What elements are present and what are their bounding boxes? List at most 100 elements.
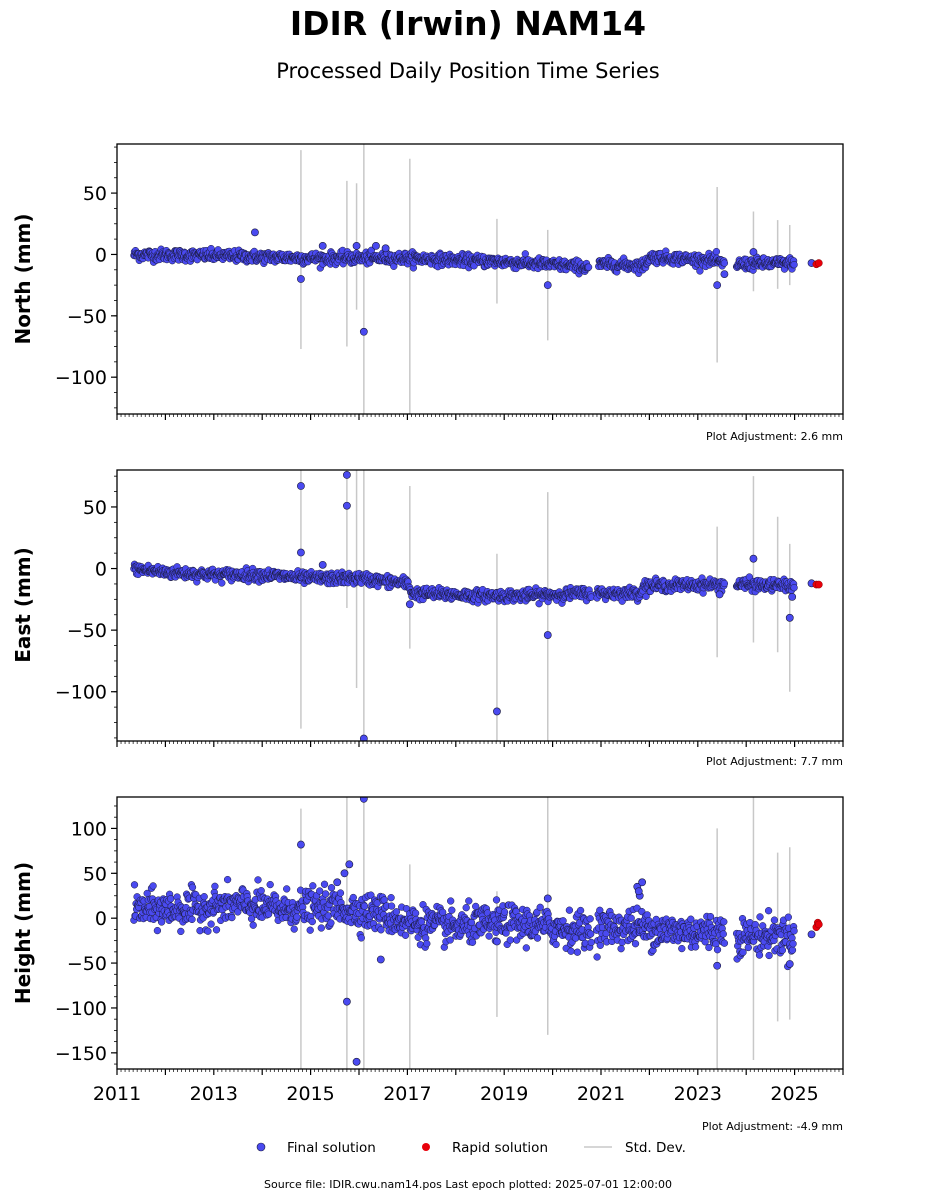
height-final-point	[506, 936, 514, 944]
height-final-point	[423, 940, 431, 948]
north-plot-area	[130, 144, 823, 414]
height-final-point	[739, 948, 747, 956]
height-final-point	[744, 943, 752, 952]
height-final-point	[387, 902, 396, 910]
height-final-point	[249, 921, 257, 929]
height-final-point	[627, 914, 635, 922]
height-final-point	[167, 895, 175, 903]
height-xtick-label: 2015	[286, 1083, 334, 1105]
height-final-point	[593, 953, 601, 961]
height-final-point	[153, 926, 162, 935]
height-rapid-point	[814, 920, 823, 929]
height-final-point	[387, 894, 395, 902]
height-final-point	[293, 913, 301, 921]
north-ytick-label: −100	[55, 367, 107, 389]
height-panel: 100 50 0 −50 −100 −150 2011 2013 2015 2017 2019 202…	[11, 796, 844, 1133]
height-final-point	[401, 931, 410, 939]
height-outlier-point	[713, 961, 722, 970]
north-final-point	[584, 263, 593, 271]
east-ytick-label: −100	[55, 682, 107, 704]
height-xtick-label: 2011	[93, 1083, 141, 1105]
legend-final-marker	[256, 1142, 266, 1152]
north-outlier-point	[713, 281, 722, 290]
height-outlier-point	[359, 797, 368, 803]
north-outlier-point	[318, 241, 327, 250]
height-final-point	[448, 906, 456, 914]
height-outlier-point	[352, 1057, 361, 1066]
height-final-point	[392, 908, 401, 916]
height-ytick-label: 0	[95, 908, 107, 930]
height-final-point	[283, 885, 291, 893]
height-final-point	[778, 946, 787, 954]
height-final-point	[596, 941, 604, 949]
height-final-point	[266, 880, 274, 889]
height-final-point	[765, 951, 773, 960]
height-final-point	[573, 948, 582, 956]
height-final-point	[327, 919, 335, 927]
height-final-point	[316, 887, 324, 895]
height-final-point	[290, 925, 298, 933]
legend-rapid-label: Rapid solution	[452, 1140, 548, 1156]
height-final-point	[317, 924, 325, 932]
north-final-point	[521, 250, 529, 258]
height-xtick-label: 2023	[674, 1083, 722, 1105]
height-outlier-point	[333, 878, 342, 887]
height-ytick-label: 100	[71, 818, 107, 840]
height-plot-adjustment: Plot Adjustment: -4.9 mm	[702, 1120, 843, 1133]
height-final-point	[228, 913, 236, 922]
legend-std-label: Std. Dev.	[625, 1140, 686, 1156]
height-final-point	[349, 893, 357, 902]
height-outlier-point	[634, 887, 643, 896]
height-xtick-label: 2017	[383, 1083, 431, 1105]
east-rapid-point	[814, 580, 823, 589]
east-outlier-point	[318, 560, 327, 569]
height-final-point	[755, 951, 764, 959]
height-final-point	[447, 897, 455, 905]
height-final-point	[788, 946, 797, 954]
north-outlier-point	[749, 248, 758, 256]
height-final-point	[533, 934, 542, 942]
height-final-point	[467, 918, 476, 927]
height-final-point	[188, 915, 196, 924]
height-final-point	[719, 930, 727, 938]
height-final-point	[377, 926, 385, 934]
height-final-point	[536, 903, 544, 911]
east-plot-adjustment: Plot Adjustment: 7.7 mm	[706, 755, 843, 768]
height-final-point	[720, 939, 729, 947]
height-final-point	[257, 887, 265, 895]
height-final-point	[308, 917, 316, 926]
north-final-point	[790, 261, 798, 269]
height-final-point	[631, 940, 640, 948]
east-final-point	[790, 584, 798, 592]
height-final-point	[587, 938, 595, 947]
height-final-point	[320, 880, 329, 888]
height-final-point	[446, 936, 454, 944]
height-final-point	[130, 881, 139, 889]
height-outlier-point	[342, 997, 351, 1006]
east-ytick-label: −50	[67, 620, 107, 642]
east-outlier-point	[715, 590, 724, 599]
height-final-point	[678, 944, 686, 953]
height-final-point	[485, 932, 493, 940]
north-outlier-point	[720, 270, 729, 278]
height-final-point	[188, 883, 197, 891]
height-final-point	[586, 915, 594, 923]
height-final-point	[309, 882, 317, 890]
height-ytick-label: −100	[55, 998, 107, 1020]
north-final-point	[712, 247, 721, 256]
height-final-point	[177, 927, 185, 936]
height-final-point	[687, 915, 695, 923]
height-final-point	[357, 934, 365, 942]
height-ytick-label: 50	[83, 863, 107, 885]
east-panel: 50 0 −50 −100 East (mm) Plot Adjustment: 7.7 …	[11, 469, 844, 768]
height-final-point	[764, 907, 773, 915]
north-outlier-point	[381, 244, 390, 253]
height-final-point	[789, 940, 797, 948]
height-final-point	[790, 927, 798, 935]
height-final-point	[149, 882, 157, 890]
height-outlier-point	[543, 894, 552, 903]
height-final-point	[705, 943, 713, 952]
height-final-point	[576, 906, 585, 915]
height-ytick-label: −50	[67, 953, 107, 975]
height-outlier-point	[376, 955, 385, 964]
